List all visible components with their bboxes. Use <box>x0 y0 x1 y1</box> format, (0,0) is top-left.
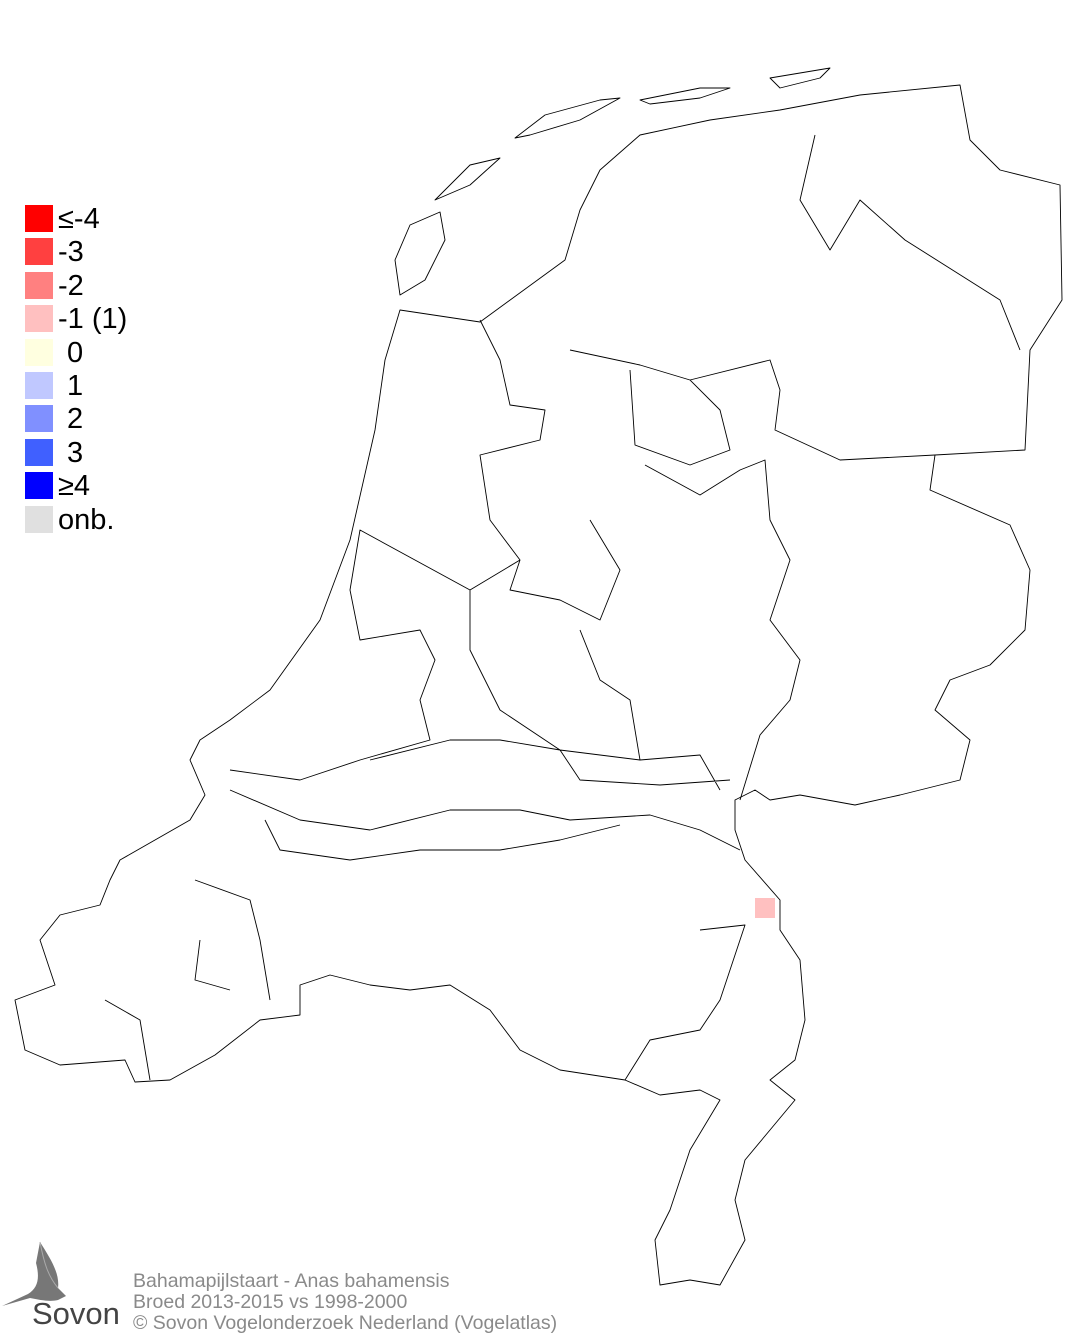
legend-label: ≤-4 <box>58 203 100 235</box>
legend-label: 0 <box>67 336 84 369</box>
legend-label: ≥4 <box>58 470 91 503</box>
legend-swatch <box>25 271 53 299</box>
province-boundary <box>104 134 1021 1081</box>
island-ameland <box>639 87 731 105</box>
logo-text: Sovon <box>32 1296 120 1331</box>
legend-swatch <box>25 338 53 366</box>
species-title: Bahamapijlstaart - Anas bahamensis <box>133 1270 450 1292</box>
legend-label: onb. <box>58 503 115 536</box>
legend-swatch <box>25 505 53 533</box>
country-outline <box>14 84 1063 1286</box>
grid-cell-change-minus-1 <box>755 898 775 918</box>
island-vlieland <box>434 157 501 201</box>
legend-label: 1 <box>67 369 84 402</box>
map-caption: Bahamapijlstaart - Anas bahamensis Broed… <box>133 1271 557 1334</box>
legend-swatch <box>25 305 53 333</box>
island-schiermonnikoog <box>769 67 831 89</box>
legend-label: 2 <box>67 403 84 436</box>
legend-swatch <box>25 205 53 232</box>
legend-label: -1 (1) <box>58 303 128 336</box>
legend-swatch <box>25 238 53 266</box>
legend-swatch <box>25 371 53 399</box>
copyright: © Sovon Vogelonderzoek Nederland (Vogela… <box>133 1312 558 1334</box>
legend-label: 3 <box>67 436 84 469</box>
swallow-logo-icon <box>2 1241 66 1306</box>
legend-swatch <box>25 405 53 433</box>
period-comparison: Broed 2013-2015 vs 1998-2000 <box>133 1291 408 1313</box>
legend-swatch <box>25 472 53 500</box>
legend-swatch <box>25 438 53 466</box>
legend-label: -3 <box>58 236 84 269</box>
island-terschelling <box>514 97 621 139</box>
legend-label: -2 <box>58 269 84 302</box>
island-texel <box>394 211 446 296</box>
